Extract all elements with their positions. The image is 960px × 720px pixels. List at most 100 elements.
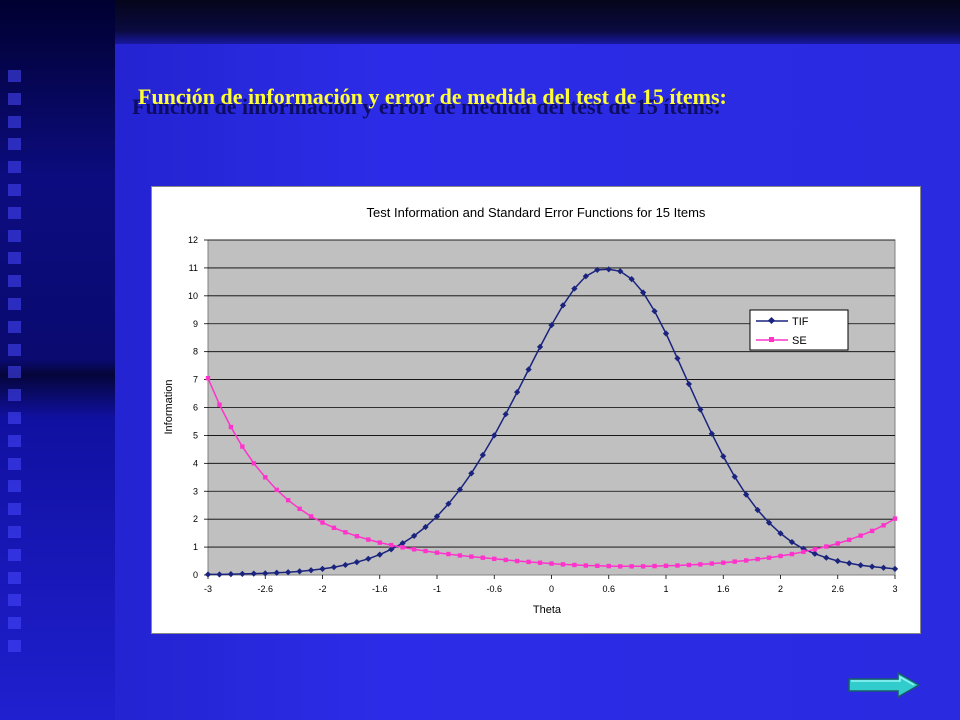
point-se: [686, 562, 692, 568]
point-se: [503, 557, 508, 563]
point-se: [743, 558, 749, 563]
point-se: [801, 549, 806, 555]
point-tif: [788, 538, 796, 546]
point-se: [698, 562, 703, 567]
point-tif: [525, 366, 532, 373]
point-se: [652, 563, 657, 569]
x-tick-label: -1.6: [372, 584, 388, 594]
next-slide-button[interactable]: [848, 672, 920, 698]
legend: TIF SE: [749, 309, 849, 351]
decor-square: [8, 503, 21, 516]
point-se: [217, 402, 222, 407]
point-se: [766, 555, 772, 560]
y-tick-label: 7: [193, 375, 198, 385]
point-se: [583, 563, 589, 568]
point-se: [869, 528, 875, 534]
x-tick-label: 3: [892, 584, 897, 594]
point-tif: [410, 532, 418, 540]
point-se: [251, 461, 256, 466]
x-tick-label: 1.6: [717, 584, 730, 594]
point-se: [205, 375, 211, 381]
point-se: [847, 537, 852, 543]
point-se: [778, 553, 783, 559]
y-tick-label: 3: [193, 486, 198, 496]
slide-title-block: Función de información y error de medida…: [132, 84, 898, 124]
point-tif: [445, 500, 452, 507]
decor-square: [8, 389, 21, 402]
decor-squares: [8, 70, 24, 670]
decor-square: [8, 115, 21, 128]
point-se: [881, 523, 886, 528]
decor-square: [8, 92, 21, 105]
point-se: [709, 561, 714, 566]
grid-lines: [204, 239, 896, 579]
x-tick-label: 0: [549, 584, 554, 594]
point-tif: [296, 568, 303, 575]
y-tick-label: 2: [193, 514, 198, 524]
point-se: [675, 563, 680, 568]
top-decor-band: [115, 0, 960, 44]
point-se: [434, 550, 440, 555]
y-tick-label: 0: [193, 570, 198, 580]
y-tick-label: 11: [189, 263, 198, 273]
decor-square: [8, 640, 21, 652]
y-tick-label: 4: [193, 458, 198, 468]
point-se: [824, 544, 829, 549]
decor-square: [8, 526, 21, 538]
x-tick-label: 0.6: [602, 584, 615, 594]
decor-square: [8, 275, 21, 288]
point-se: [240, 444, 245, 449]
x-tick-label: -2.6: [257, 584, 273, 594]
point-se: [366, 537, 371, 542]
point-se: [320, 520, 325, 525]
decor-square: [8, 184, 21, 196]
point-se: [308, 514, 314, 519]
point-se: [423, 548, 428, 554]
point-se: [469, 554, 474, 559]
point-tif: [857, 562, 864, 569]
x-tick-label: -2: [318, 584, 326, 594]
point-se: [285, 497, 291, 503]
point-se: [835, 541, 840, 546]
point-tif: [754, 506, 761, 514]
legend-se-label: SE: [792, 335, 807, 347]
y-tick-label: 10: [188, 291, 198, 301]
point-se: [812, 547, 818, 552]
point-se: [457, 553, 463, 558]
y-tick-label: 6: [193, 403, 198, 413]
point-se: [526, 559, 531, 565]
x-tick-label: 1: [663, 584, 668, 594]
decor-square: [8, 320, 21, 333]
point-se: [400, 545, 405, 550]
point-tif: [720, 453, 727, 460]
decor-square: [8, 70, 21, 82]
point-se: [446, 551, 451, 557]
decor-square: [8, 434, 21, 447]
y-axis-label: Information: [163, 379, 175, 434]
decor-square: [8, 252, 21, 265]
decor-square: [8, 138, 21, 151]
point-tif: [491, 432, 498, 439]
point-se: [755, 556, 760, 562]
point-se: [263, 475, 268, 480]
x-tick-label: 2.6: [831, 584, 844, 594]
decor-square: [8, 161, 21, 174]
point-se: [331, 525, 337, 531]
legend-box: [749, 309, 849, 351]
left-decor-band: [0, 0, 115, 720]
point-se: [389, 542, 394, 548]
decor-square: [8, 571, 21, 584]
point-se: [858, 533, 863, 538]
point-tif: [697, 406, 704, 413]
point-se: [732, 559, 737, 564]
legend-se-marker: [769, 337, 774, 342]
point-se: [560, 562, 566, 567]
y-tick-label: 12: [188, 235, 198, 245]
decor-square: [8, 548, 21, 561]
point-tif: [468, 470, 475, 477]
decor-square: [8, 457, 21, 470]
point-se: [663, 563, 669, 568]
decor-square: [8, 617, 21, 630]
